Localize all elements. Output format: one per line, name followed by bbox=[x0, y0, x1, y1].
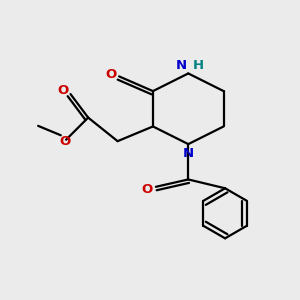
Text: O: O bbox=[58, 84, 69, 97]
Text: N: N bbox=[183, 147, 194, 160]
Text: H: H bbox=[193, 59, 204, 72]
Text: O: O bbox=[59, 135, 70, 148]
Text: O: O bbox=[105, 68, 116, 81]
Text: N: N bbox=[176, 59, 187, 72]
Text: O: O bbox=[141, 183, 153, 196]
